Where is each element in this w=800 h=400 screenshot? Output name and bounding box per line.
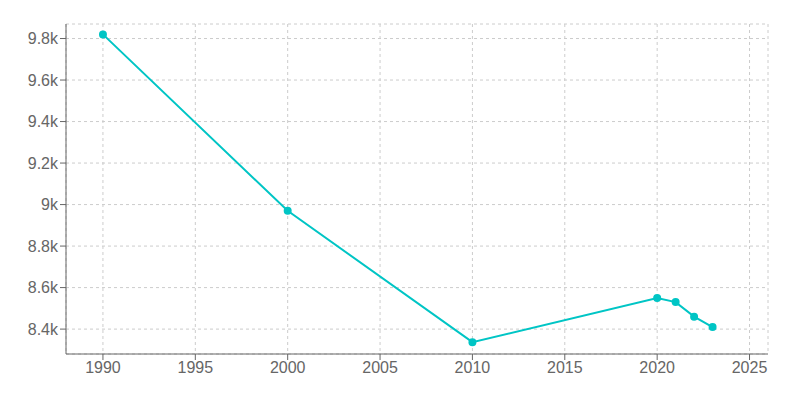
- svg-text:8.4k: 8.4k: [28, 321, 59, 338]
- svg-text:2020: 2020: [639, 359, 675, 376]
- svg-text:2000: 2000: [270, 359, 306, 376]
- svg-text:8.8k: 8.8k: [28, 238, 59, 255]
- svg-text:9.6k: 9.6k: [28, 72, 59, 89]
- svg-text:2025: 2025: [732, 359, 768, 376]
- svg-text:9.4k: 9.4k: [28, 113, 59, 130]
- svg-text:8.6k: 8.6k: [28, 279, 59, 296]
- svg-text:9.8k: 9.8k: [28, 30, 59, 47]
- svg-text:1990: 1990: [85, 359, 121, 376]
- svg-text:2010: 2010: [455, 359, 491, 376]
- svg-text:2015: 2015: [547, 359, 583, 376]
- svg-text:9k: 9k: [41, 196, 59, 213]
- svg-text:2005: 2005: [362, 359, 398, 376]
- svg-text:1995: 1995: [178, 359, 214, 376]
- svg-text:9.2k: 9.2k: [28, 155, 59, 172]
